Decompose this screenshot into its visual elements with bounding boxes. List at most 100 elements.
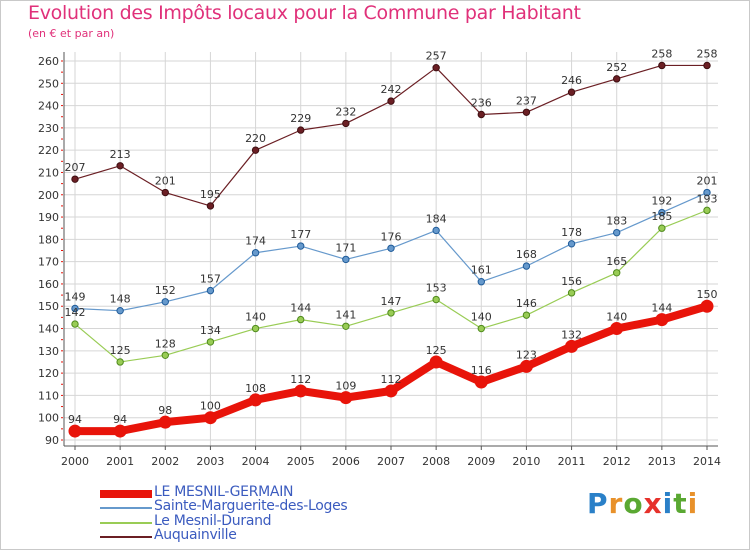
chart-subtitle: (en € et par an) — [28, 27, 115, 40]
data-label: 123 — [516, 348, 537, 361]
data-point — [113, 424, 127, 438]
data-label: 144 — [290, 302, 311, 315]
data-label: 150 — [697, 288, 718, 301]
data-label: 157 — [200, 273, 221, 286]
proxiti-logo: Proxiti — [587, 487, 698, 520]
data-point — [610, 322, 624, 336]
x-tick-label: 2014 — [693, 455, 721, 468]
x-tick-label: 2003 — [196, 455, 224, 468]
data-label: 168 — [516, 248, 537, 261]
data-point — [613, 269, 621, 277]
data-point — [474, 375, 488, 389]
data-point — [68, 424, 82, 438]
data-point — [429, 355, 443, 369]
data-point — [655, 313, 669, 327]
data-label: 112 — [381, 373, 402, 386]
y-tick-label: 120 — [38, 367, 59, 380]
data-label: 141 — [335, 308, 356, 321]
data-point — [203, 411, 217, 425]
data-label: 236 — [471, 97, 492, 110]
data-point — [297, 242, 305, 250]
data-point — [342, 322, 350, 330]
data-label: 174 — [245, 235, 266, 248]
data-point — [71, 320, 79, 328]
chart-title: Evolution des Impôts locaux pour la Comm… — [28, 2, 581, 24]
data-label: 116 — [471, 364, 492, 377]
data-point — [432, 226, 440, 235]
data-label: 140 — [606, 311, 627, 324]
y-tick-label: 150 — [38, 300, 59, 313]
data-point — [658, 208, 666, 217]
data-point — [703, 206, 711, 215]
data-label: 125 — [426, 344, 447, 357]
data-label: 140 — [245, 311, 266, 324]
data-label: 146 — [516, 297, 537, 310]
data-point — [567, 88, 576, 96]
logo-letter: r — [608, 487, 624, 520]
data-point — [294, 384, 308, 398]
data-label: 229 — [290, 112, 311, 125]
data-point — [658, 224, 666, 232]
data-label: 195 — [200, 188, 221, 201]
data-point — [116, 358, 124, 366]
y-tick-label: 200 — [38, 189, 59, 202]
y-tick-label: 260 — [38, 55, 59, 68]
data-point — [567, 289, 576, 297]
x-tick-label: 2007 — [377, 455, 405, 468]
data-label: 100 — [200, 400, 221, 413]
logo-letter: t — [673, 487, 688, 520]
x-tick-label: 2006 — [332, 455, 360, 468]
data-point — [432, 63, 440, 72]
data-label: 193 — [697, 192, 718, 205]
data-label: 257 — [426, 50, 447, 63]
data-label: 149 — [65, 290, 86, 303]
data-label: 98 — [158, 404, 172, 417]
legend-swatch — [100, 490, 152, 498]
data-label: 178 — [561, 226, 582, 239]
data-label: 184 — [426, 212, 447, 225]
data-label: 258 — [697, 47, 718, 60]
data-label: 142 — [65, 306, 86, 319]
data-point — [206, 338, 215, 346]
x-tick-label: 2001 — [106, 455, 134, 468]
data-point — [703, 188, 711, 197]
data-label: 156 — [561, 275, 582, 288]
data-label: 94 — [113, 413, 127, 426]
data-point — [71, 175, 79, 183]
data-point — [161, 188, 169, 197]
data-point — [387, 97, 395, 105]
x-tick-label: 2009 — [467, 455, 495, 468]
data-point — [387, 309, 395, 317]
x-tick-label: 2012 — [603, 455, 631, 468]
data-label: 152 — [155, 284, 176, 297]
y-tick-label: 170 — [38, 256, 59, 269]
data-point — [206, 202, 215, 210]
data-point — [703, 61, 711, 70]
data-label: 108 — [245, 382, 266, 395]
legend-label: Auquainville — [154, 527, 237, 543]
data-label: 213 — [110, 148, 131, 161]
data-point — [477, 324, 485, 333]
legend-swatch — [100, 536, 152, 538]
x-tick-label: 2002 — [151, 455, 179, 468]
data-label: 232 — [335, 105, 356, 118]
data-point — [613, 228, 621, 237]
y-tick-label: 110 — [38, 389, 59, 402]
data-point — [613, 75, 621, 83]
data-point — [71, 304, 79, 313]
y-tick-label: 90 — [45, 434, 59, 447]
data-point — [297, 126, 305, 134]
data-point — [342, 119, 350, 128]
data-label: 112 — [290, 373, 311, 386]
y-tick-label: 220 — [38, 144, 59, 157]
legend-label: Le Mesnil-Durand — [154, 513, 272, 529]
data-label: 165 — [606, 255, 627, 268]
data-label: 128 — [155, 337, 176, 350]
y-tick-label: 190 — [38, 211, 59, 224]
data-label: 144 — [651, 302, 672, 315]
logo-letter: i — [687, 487, 699, 520]
logo-letter: o — [623, 487, 644, 520]
data-label: 153 — [426, 282, 447, 295]
y-tick-label: 160 — [38, 278, 59, 291]
